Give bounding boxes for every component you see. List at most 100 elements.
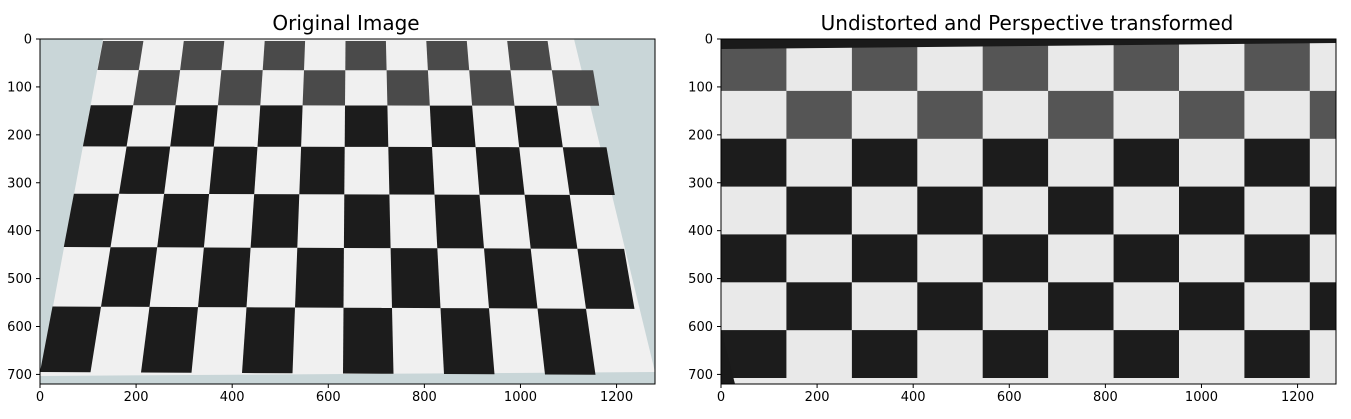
checker-square xyxy=(537,308,596,375)
checker-square xyxy=(388,146,435,195)
y-tick-label: 400 xyxy=(7,224,32,239)
x-tick-label: 400 xyxy=(220,390,245,405)
checker-square xyxy=(469,70,515,106)
checker-square xyxy=(851,138,918,187)
checker-square xyxy=(1179,90,1245,139)
checker-square xyxy=(302,70,346,106)
checker-square xyxy=(1113,330,1179,378)
y-tick-label: 700 xyxy=(688,368,713,383)
checker-square xyxy=(982,330,1049,378)
panel-title-transformed: Undistorted and Perspective transformed xyxy=(821,11,1234,35)
checker-square xyxy=(786,186,852,235)
checker-square xyxy=(721,138,787,187)
checker-square xyxy=(97,41,144,71)
checker-square xyxy=(1244,138,1310,187)
checker-square xyxy=(851,43,918,91)
checker-square xyxy=(786,90,852,139)
checker-square xyxy=(475,147,525,195)
checker-square xyxy=(119,146,171,194)
checker-square xyxy=(1309,186,1336,235)
checker-square xyxy=(524,194,578,249)
checker-square xyxy=(180,41,225,71)
x-tick-label: 0 xyxy=(717,390,725,405)
checker-square xyxy=(1048,186,1114,235)
y-tick-label: 0 xyxy=(705,33,713,48)
checker-square xyxy=(1244,43,1310,91)
checker-square xyxy=(562,147,615,195)
checker-square xyxy=(426,41,470,71)
checker-square xyxy=(1048,90,1114,139)
checker-square xyxy=(440,308,495,375)
checker-square xyxy=(101,247,158,307)
checker-square xyxy=(917,186,983,235)
y-tick-label: 400 xyxy=(688,224,713,239)
y-tick-label: 600 xyxy=(7,320,32,335)
checker-square xyxy=(434,194,484,249)
checker-square xyxy=(390,248,441,309)
y-tick-label: 300 xyxy=(688,176,713,191)
x-tick-label: 800 xyxy=(1093,390,1118,405)
checker-square xyxy=(917,90,983,139)
checker-square xyxy=(484,248,538,309)
checker-square xyxy=(133,70,181,106)
checker-square xyxy=(343,194,391,249)
x-tick-label: 1000 xyxy=(504,390,537,405)
y-tick-label: 0 xyxy=(24,33,32,48)
y-tick-label: 200 xyxy=(7,128,32,143)
checker-square xyxy=(982,43,1049,91)
checker-square xyxy=(209,146,258,195)
checker-square xyxy=(141,306,198,373)
checker-square xyxy=(721,234,787,283)
checker-square xyxy=(507,41,552,71)
checker-square xyxy=(295,247,344,308)
checker-square xyxy=(386,70,430,106)
checker-square xyxy=(1113,138,1179,187)
checker-square xyxy=(551,70,600,106)
warp-border-top xyxy=(721,39,1336,49)
x-tick-label: 200 xyxy=(124,390,149,405)
original-image xyxy=(40,39,655,384)
checker-square xyxy=(40,306,101,373)
x-tick-label: 600 xyxy=(997,390,1022,405)
panel-original: Original Image 0 200 400 600 800 1000 1200 0 100… xyxy=(7,11,656,406)
panel-title-original: Original Image xyxy=(272,11,419,35)
checker-square xyxy=(250,194,300,248)
checker-square xyxy=(1244,330,1310,378)
checker-square xyxy=(721,43,787,91)
checker-square xyxy=(198,247,251,308)
checker-square xyxy=(1113,43,1179,91)
y-tick-label: 300 xyxy=(7,176,32,191)
checker-square xyxy=(262,41,306,71)
y-tick-label: 100 xyxy=(688,80,713,95)
checker-square xyxy=(1309,282,1336,331)
checker-square xyxy=(242,307,295,374)
checker-square xyxy=(1179,186,1245,235)
x-tick-label: 1200 xyxy=(600,390,633,405)
panel-transformed: Undistorted and Perspective transformed … xyxy=(688,11,1337,405)
axis-ticks-original: 0 200 400 600 800 1000 1200 0 100 200 300 400 500 600… xyxy=(7,33,633,406)
x-tick-label: 0 xyxy=(36,390,44,405)
checker-square xyxy=(345,41,387,71)
checker-square xyxy=(1113,234,1179,283)
checker-square xyxy=(982,138,1049,187)
checker-square xyxy=(170,105,218,147)
checker-square xyxy=(1048,282,1114,331)
checker-square xyxy=(1179,282,1245,331)
checker-square xyxy=(1244,234,1310,283)
x-tick-label: 800 xyxy=(412,390,437,405)
x-tick-label: 1000 xyxy=(1185,390,1218,405)
checker-square xyxy=(343,307,394,374)
checker-square xyxy=(429,105,476,148)
checker-square xyxy=(82,105,134,147)
image-frame-original xyxy=(39,38,656,385)
checker-square xyxy=(299,146,345,195)
checker-square xyxy=(917,282,983,331)
checker-square xyxy=(63,193,119,248)
x-tick-label: 200 xyxy=(805,390,830,405)
checker-square xyxy=(721,330,787,378)
checker-square xyxy=(851,330,918,378)
warp-border-corner xyxy=(721,329,735,384)
y-tick-label: 200 xyxy=(688,128,713,143)
y-tick-label: 600 xyxy=(688,320,713,335)
